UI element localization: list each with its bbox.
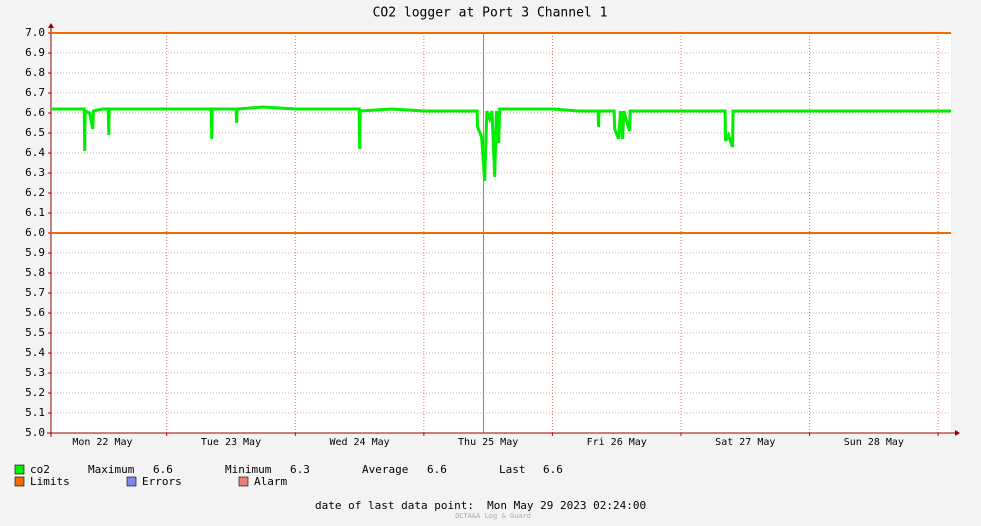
- y-tick-label: 5.8: [25, 266, 45, 279]
- x-tick-label: Wed 24 May: [329, 437, 389, 448]
- y-tick-label: 5.2: [25, 386, 45, 399]
- x-tick-label: Fri 26 May: [587, 437, 647, 448]
- y-tick-label: 5.3: [25, 366, 45, 379]
- axis-arrow: [48, 23, 54, 28]
- y-tick-label: 6.0: [25, 226, 45, 239]
- y-tick-label: 5.7: [25, 286, 45, 299]
- stat-label: Minimum: [225, 463, 272, 476]
- y-tick-label: 5.5: [25, 326, 45, 339]
- y-tick-label: 5.6: [25, 306, 45, 319]
- y-tick-label: 6.8: [25, 66, 45, 79]
- stat-value: 6.6: [153, 463, 173, 476]
- y-tick-label: 5.1: [25, 406, 45, 419]
- stat-label: Last: [499, 463, 526, 476]
- x-tick-label: Sat 27 May: [715, 437, 775, 448]
- y-tick-label: 5.0: [25, 426, 45, 439]
- y-tick-label: 6.5: [25, 126, 45, 139]
- footer: date of last data point: Mon May 29 2023…: [315, 499, 646, 512]
- data-line: [51, 105, 951, 182]
- legend-label: co2: [30, 463, 50, 476]
- legend-swatch: [238, 476, 249, 487]
- x-tick-label: Sun 28 May: [844, 437, 904, 448]
- x-tick-label: Tue 23 May: [201, 437, 261, 448]
- axis-arrow: [955, 430, 960, 436]
- y-tick-label: 6.1: [25, 206, 45, 219]
- stat-value: 6.6: [543, 463, 563, 476]
- y-tick-label: 6.3: [25, 166, 45, 179]
- stat-label: Average: [362, 463, 408, 476]
- y-tick-label: 7.0: [25, 26, 45, 39]
- legend-swatch: [14, 464, 25, 475]
- legend-label: Errors: [142, 475, 182, 488]
- legend-swatch: [126, 476, 137, 487]
- y-tick-label: 5.9: [25, 246, 45, 259]
- stat-value: 6.6: [427, 463, 447, 476]
- chart-title: CO2 logger at Port 3 Channel 1: [373, 6, 608, 21]
- stat-label: Maximum: [88, 463, 135, 476]
- y-tick-label: 6.6: [25, 106, 45, 119]
- x-tick-label: Thu 25 May: [458, 437, 518, 448]
- y-tick-label: 6.7: [25, 86, 45, 99]
- legend-swatch: [14, 476, 25, 487]
- y-tick-label: 5.4: [25, 346, 45, 359]
- y-tick-label: 6.4: [25, 146, 45, 159]
- watermark: OCTA&A Log & Guard: [455, 512, 531, 520]
- y-tick-label: 6.9: [25, 46, 45, 59]
- x-tick-label: Mon 22 May: [72, 437, 132, 448]
- stat-value: 6.3: [290, 463, 310, 476]
- legend-label: Limits: [30, 475, 70, 488]
- y-tick-label: 6.2: [25, 186, 45, 199]
- legend-label: Alarm: [254, 475, 287, 488]
